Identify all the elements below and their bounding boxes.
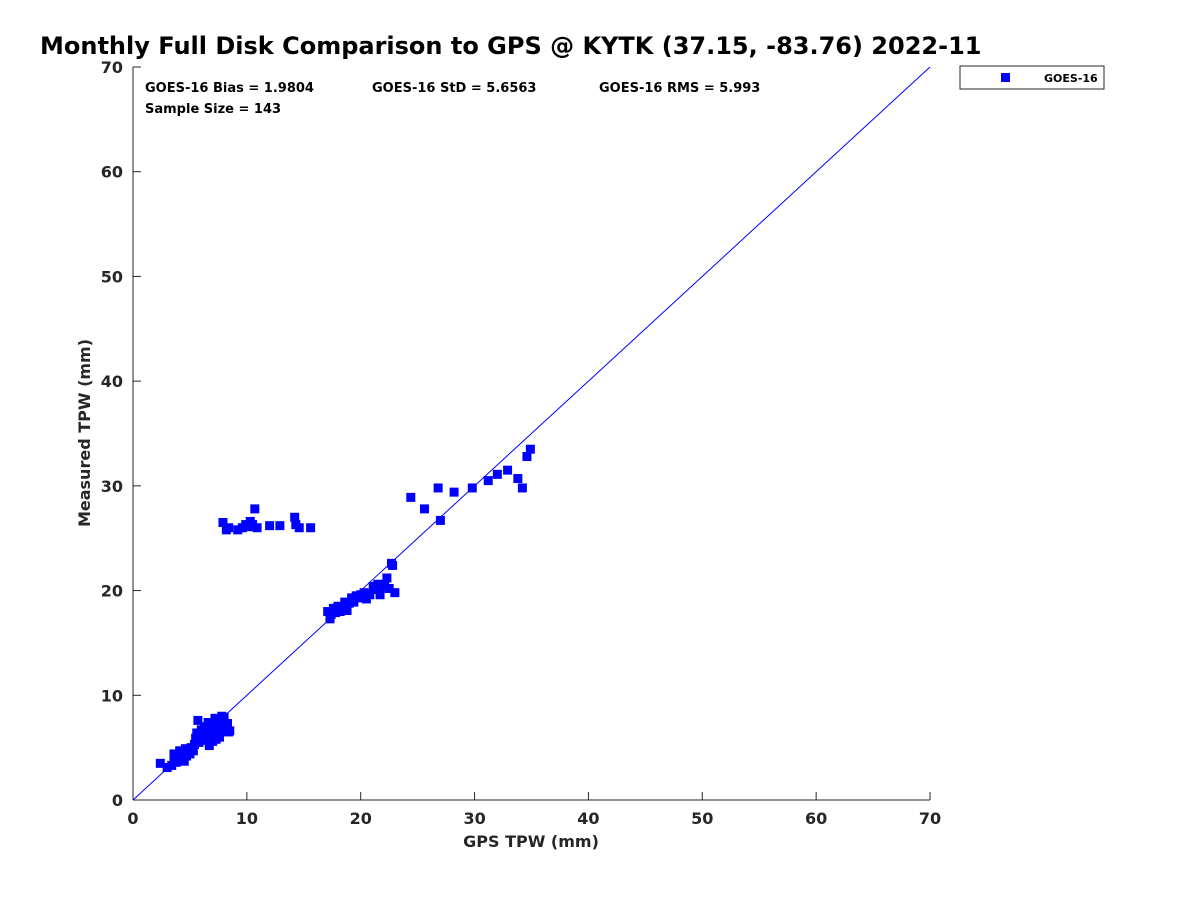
- data-point: [306, 523, 316, 533]
- data-point: [492, 469, 502, 479]
- data-point: [525, 444, 535, 454]
- data-point: [419, 504, 429, 514]
- data-point: [483, 476, 493, 486]
- data-point: [373, 579, 383, 589]
- one-to-one-line: [132, 66, 931, 801]
- data-point: [265, 521, 275, 531]
- x-axis-label: GPS TPW (mm): [463, 832, 599, 851]
- x-tick-label: 10: [236, 809, 258, 828]
- data-point: [193, 715, 203, 725]
- data-point: [167, 760, 177, 770]
- y-tick-label: 70: [101, 58, 123, 77]
- data-point: [406, 492, 416, 502]
- y-tick-label: 10: [101, 686, 123, 705]
- data-point: [248, 520, 258, 530]
- data-point: [513, 474, 523, 484]
- data-point: [388, 560, 398, 570]
- data-point: [331, 608, 341, 618]
- y-tick-label: 60: [101, 163, 123, 182]
- x-tick-label: 20: [350, 809, 372, 828]
- data-point: [333, 601, 343, 611]
- data-point: [522, 452, 532, 462]
- data-point: [219, 712, 229, 722]
- x-ticks: 0 10 20 30 40 50 60 70: [127, 792, 941, 828]
- legend: GOES-16: [959, 65, 1105, 90]
- data-point: [503, 465, 513, 475]
- data-point: [162, 763, 172, 773]
- y-axis-label: Measured TPW (mm): [75, 339, 94, 527]
- data-point: [380, 579, 390, 589]
- data-point: [224, 523, 234, 533]
- std-annotation: GOES-16 StD = 5.6563: [372, 81, 536, 96]
- data-point: [155, 758, 165, 768]
- data-point: [169, 749, 179, 759]
- data-point: [250, 504, 260, 514]
- x-tick-label: 70: [919, 809, 941, 828]
- data-point: [189, 740, 199, 750]
- data-point: [201, 733, 211, 743]
- legend-box: [959, 65, 1105, 90]
- y-tick-label: 20: [101, 582, 123, 601]
- legend-label-goes-16: GOES-16: [1044, 72, 1098, 85]
- data-point: [449, 487, 459, 497]
- data-point: [340, 597, 350, 607]
- data-point: [294, 523, 304, 533]
- x-tick-label: 30: [463, 809, 485, 828]
- x-tick-label: 40: [577, 809, 599, 828]
- bias-annotation: GOES-16 Bias = 1.9804: [145, 81, 314, 96]
- sample-size-annotation: Sample Size = 143: [145, 102, 281, 117]
- y-ticks: 0 10 20 30 40 50 60 70: [101, 58, 141, 810]
- data-point: [218, 518, 228, 528]
- y-tick-label: 30: [101, 477, 123, 496]
- data-point: [205, 731, 215, 741]
- data-point: [435, 515, 445, 525]
- stats-annotations: GOES-16 Bias = 1.9804 GOES-16 StD = 5.65…: [145, 81, 760, 117]
- y-tick-label: 0: [112, 791, 123, 810]
- data-point: [233, 525, 243, 535]
- data-point: [467, 483, 477, 493]
- data-point: [171, 757, 181, 767]
- plot-area: 0 10 20 30 40 50 60 70 0 10 20 30 40 50 60 70: [101, 58, 941, 828]
- x-tick-label: 50: [691, 809, 713, 828]
- data-point: [382, 573, 392, 583]
- data-point: [223, 719, 233, 729]
- data-point: [344, 598, 354, 608]
- data-point: [203, 718, 213, 728]
- data-point: [326, 610, 336, 620]
- data-point: [215, 732, 225, 742]
- data-point: [375, 590, 385, 600]
- data-point: [179, 756, 189, 766]
- x-tick-label: 60: [805, 809, 827, 828]
- data-point: [342, 605, 352, 615]
- chart-title: Monthly Full Disk Comparison to GPS @ KY…: [40, 32, 981, 60]
- data-point: [384, 583, 394, 593]
- data-point: [225, 726, 235, 736]
- data-point: [252, 523, 262, 533]
- data-point: [209, 721, 219, 731]
- y-tick-label: 50: [101, 267, 123, 286]
- data-points: [155, 444, 535, 773]
- data-point: [371, 585, 381, 595]
- data-point: [275, 521, 285, 531]
- data-point: [359, 588, 369, 598]
- data-point: [433, 483, 443, 493]
- data-point: [243, 522, 253, 532]
- data-point: [337, 603, 347, 613]
- data-point: [188, 746, 198, 756]
- data-point: [365, 590, 375, 600]
- y-tick-label: 40: [101, 372, 123, 391]
- data-point: [290, 512, 300, 522]
- rms-annotation: GOES-16 RMS = 5.993: [599, 81, 760, 96]
- data-point: [349, 597, 359, 607]
- data-point: [517, 483, 527, 493]
- data-point: [390, 588, 400, 598]
- x-tick-label: 0: [127, 809, 138, 828]
- data-point: [213, 716, 223, 726]
- legend-marker-goes-16: [1001, 73, 1010, 82]
